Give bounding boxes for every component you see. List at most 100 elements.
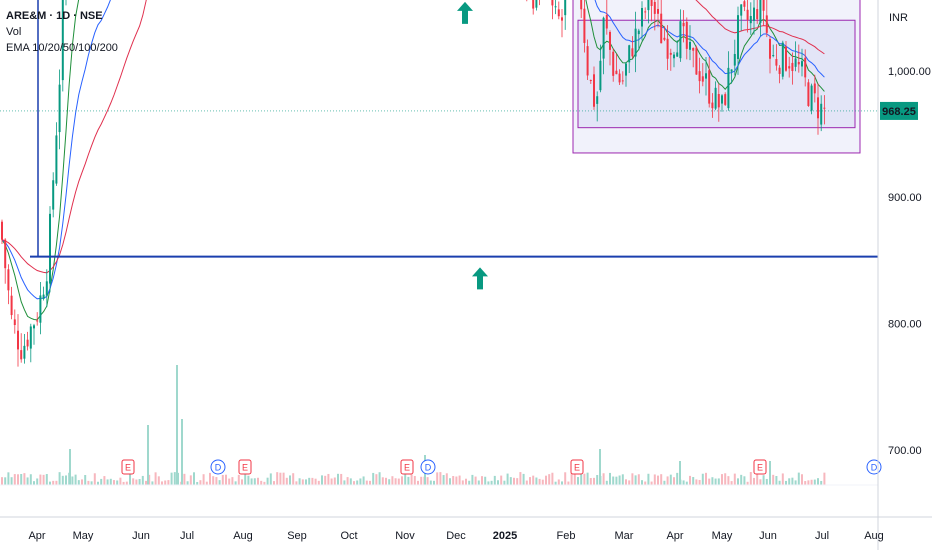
volume-label[interactable]: Vol bbox=[6, 26, 22, 38]
horizontal-levels[interactable] bbox=[30, 0, 878, 258]
volume-bar bbox=[49, 481, 51, 485]
candle-body bbox=[746, 9, 749, 20]
volume-bar bbox=[615, 476, 618, 485]
volume-bar bbox=[529, 477, 531, 485]
volume-bar bbox=[733, 473, 736, 485]
earnings-marker bbox=[570, 459, 584, 475]
volume-bar bbox=[301, 479, 304, 485]
volume-bar bbox=[266, 477, 269, 485]
volume-bar bbox=[237, 474, 240, 485]
measurement-tools[interactable]: 286.90 (19.35%) 5,738381.35 (35.93%) 7,6… bbox=[0, 0, 219, 257]
volume-bar bbox=[141, 475, 144, 485]
volume-bar bbox=[481, 476, 483, 485]
volume-bar bbox=[650, 481, 653, 485]
volume-bar bbox=[231, 477, 234, 485]
x-tick-label: Feb bbox=[557, 530, 576, 542]
volume-bar bbox=[122, 481, 125, 485]
volume-bar bbox=[759, 479, 762, 485]
volume-bar bbox=[634, 475, 637, 485]
volume-bar bbox=[298, 478, 301, 485]
last-price-label: 968.25 bbox=[882, 106, 916, 118]
volume-bar bbox=[279, 472, 282, 485]
candle-body bbox=[762, 0, 765, 11]
volume-bar bbox=[420, 476, 423, 485]
volume-bar bbox=[570, 472, 573, 485]
volume-bar bbox=[580, 472, 583, 485]
candle-body bbox=[679, 21, 682, 59]
volume-bar bbox=[17, 474, 19, 485]
volume-bar bbox=[106, 479, 109, 485]
volume-bar bbox=[404, 472, 407, 485]
volume-bar bbox=[241, 479, 243, 485]
volume-bar bbox=[55, 480, 58, 485]
candle-body bbox=[580, 0, 583, 10]
candle-body bbox=[45, 281, 48, 296]
volume-bar bbox=[429, 480, 432, 485]
x-tick-label: Jun bbox=[759, 530, 777, 542]
volume-bar bbox=[407, 476, 410, 485]
ema-label[interactable]: EMA 10/20/50/100/200 bbox=[6, 42, 118, 54]
volume-bar bbox=[762, 475, 765, 485]
volume-bar bbox=[401, 476, 403, 485]
candle-body bbox=[583, 8, 586, 43]
volume-bar bbox=[522, 473, 525, 485]
volume-bar bbox=[778, 480, 781, 485]
volume-bar bbox=[525, 480, 528, 485]
volume-bar bbox=[439, 472, 442, 485]
volume-bar bbox=[218, 480, 221, 485]
volume-bar bbox=[596, 475, 599, 485]
volume-bar bbox=[167, 480, 170, 485]
volume-bar bbox=[186, 481, 189, 485]
volume-bar bbox=[730, 481, 733, 485]
volume-bar bbox=[212, 476, 215, 485]
volume-bar bbox=[442, 475, 445, 485]
volume-bar bbox=[321, 475, 323, 485]
volume-bar bbox=[333, 477, 336, 485]
volume-bar bbox=[772, 474, 775, 485]
dividend-marker bbox=[420, 459, 436, 475]
volume-bar bbox=[554, 481, 557, 485]
candle-body bbox=[7, 269, 10, 291]
volume-bar bbox=[781, 473, 784, 485]
volume-bar bbox=[164, 480, 167, 485]
volume-bar bbox=[148, 474, 151, 485]
volume-bar bbox=[666, 476, 669, 485]
volume-bar bbox=[663, 480, 666, 485]
volume-bar bbox=[346, 477, 349, 485]
candle-body bbox=[807, 82, 810, 106]
volume-bar bbox=[36, 478, 39, 485]
candle-body bbox=[26, 339, 29, 347]
candle-body bbox=[801, 61, 803, 67]
volume-bar bbox=[356, 480, 359, 485]
volume-bar bbox=[621, 474, 624, 485]
candle-body bbox=[733, 53, 736, 66]
candle-body bbox=[593, 74, 595, 107]
symbol-title[interactable]: ARE&M · 1D · NSE bbox=[6, 10, 103, 22]
volume-bar bbox=[807, 480, 810, 485]
time-axis[interactable]: Apr May Jun Jul Aug Sep Oct Nov Dec 2025 Feb Mar Apr… bbox=[0, 516, 932, 542]
volume-bar bbox=[493, 475, 496, 485]
volume-bar bbox=[602, 473, 605, 485]
volume-bar bbox=[196, 481, 199, 485]
volume-bar bbox=[132, 478, 135, 485]
earnings-marker-label: E bbox=[757, 463, 763, 473]
volume-bar bbox=[673, 477, 675, 485]
volume-bar bbox=[189, 475, 192, 485]
volume-bar bbox=[202, 474, 205, 485]
arrow-markers[interactable] bbox=[457, 1, 488, 290]
volume-bar bbox=[474, 476, 477, 485]
volume-bar bbox=[433, 480, 435, 485]
earnings-marker-label: E bbox=[242, 463, 248, 473]
currency-label[interactable]: INR bbox=[889, 12, 908, 24]
consolidation-range[interactable] bbox=[572, 0, 861, 154]
volume-bar bbox=[138, 479, 141, 485]
candle-body bbox=[692, 47, 695, 51]
volume-bar bbox=[644, 481, 647, 485]
volume-bar bbox=[753, 477, 755, 485]
candle-body bbox=[753, 7, 755, 21]
volume-bar bbox=[449, 478, 451, 485]
volume-bar bbox=[628, 480, 631, 485]
